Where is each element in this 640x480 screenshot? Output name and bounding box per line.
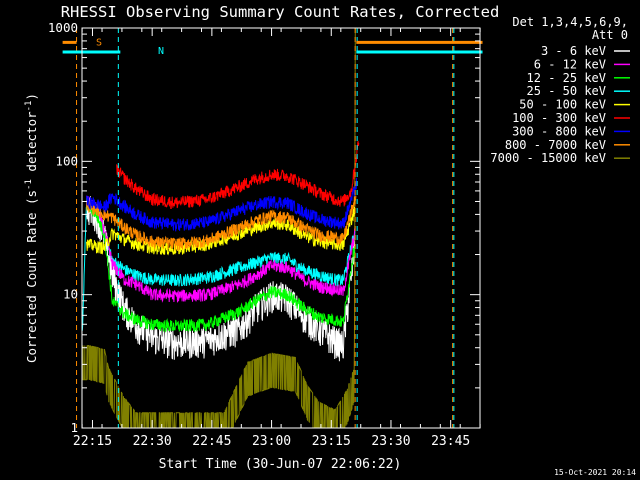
legend-label-800-7000-kev: 800 - 7000 keV <box>505 138 606 152</box>
markers-layer <box>76 28 455 428</box>
legend-label-3-6-kev: 3 - 6 keV <box>541 44 606 58</box>
series-line-800-7000-kev <box>86 195 357 252</box>
chart-title: RHESSI Observing Summary Count Rates, Co… <box>61 3 500 21</box>
legend-header-line-1: Det 1,3,4,5,6,9, <box>512 15 628 29</box>
footer-date: 15-Oct-2021 20:14 <box>554 468 636 477</box>
x-tick-label-23-00: 23:00 <box>252 434 291 449</box>
legend-label-300-800-kev: 300 - 800 keV <box>512 124 606 138</box>
legend-label-7000-15000-kev: 7000 - 15000 keV <box>490 151 606 165</box>
flags-layer: SN <box>62 37 483 57</box>
y-axis-label-sup1: -1 <box>24 179 34 190</box>
x-tick-label-23-30: 23:30 <box>371 434 410 449</box>
x-axis: 22:15 22:30 22:45 23:00 23:15 23:30 23:45 <box>73 28 481 449</box>
legend-label-12-25-kev: 12 - 25 keV <box>527 71 606 85</box>
x-axis-label: Start Time (30-Jun-07 22:06:22) <box>159 457 402 472</box>
legend-label-50-100-kev: 50 - 100 keV <box>519 98 606 112</box>
y-axis-label-end: ) <box>24 93 39 101</box>
legend-label-25-50-kev: 25 - 50 keV <box>527 84 606 98</box>
series-line-300-800-kev <box>86 177 358 232</box>
series-line-3-6-kev <box>86 196 356 362</box>
flag-label-n: N <box>158 46 164 57</box>
x-tick-label-22-45: 22:45 <box>192 434 231 449</box>
series-line-7000-15000-kev <box>82 28 480 428</box>
legend-header-line-2: Att 0 <box>592 28 628 42</box>
x-tick-label-22-15: 22:15 <box>73 434 112 449</box>
y-tick-label-10: 10 <box>63 287 78 302</box>
y-tick-label-100: 100 <box>55 153 78 168</box>
flag-label-s: S <box>96 37 102 48</box>
x-tick-label-23-45: 23:45 <box>431 434 470 449</box>
y-axis-label-main: Corrected Count Rate (s <box>24 190 39 363</box>
legend-label-100-300-kev: 100 - 300 keV <box>512 111 606 125</box>
series-line-12-25-kev <box>86 198 356 333</box>
series-layer <box>82 28 480 428</box>
series-line-6-12-kev <box>86 195 356 303</box>
y-axis-label-sup2: -1 <box>24 101 34 112</box>
y-tick-label-1: 1 <box>70 420 78 435</box>
y-axis: 1 10 100 1000 <box>48 20 480 435</box>
x-tick-label-22-30: 22:30 <box>133 434 172 449</box>
y-axis-label: Corrected Count Rate (s-1 detector-1) <box>24 93 39 363</box>
y-axis-label-mid: detector <box>24 111 39 179</box>
x-tick-label-23-15: 23:15 <box>312 434 351 449</box>
series-line-100-300-kev <box>116 140 360 209</box>
y-tick-label-1000: 1000 <box>48 20 78 35</box>
series-line-50-100-kev <box>86 206 356 256</box>
legend-label-6-12-kev: 6 - 12 keV <box>534 57 606 71</box>
